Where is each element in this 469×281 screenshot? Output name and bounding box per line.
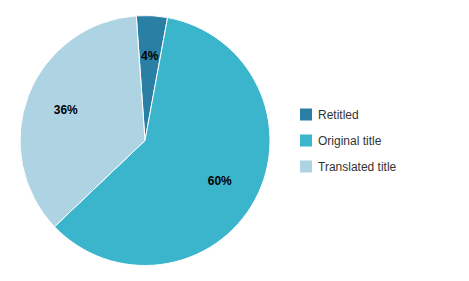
legend-label: Translated title xyxy=(318,160,397,174)
legend-item: Translated title xyxy=(300,160,397,174)
data-label: 36% xyxy=(54,103,78,117)
chart-svg: 4% 60% 36% Retitled Original title Translated… xyxy=(0,0,469,281)
legend-swatch xyxy=(300,161,312,173)
legend-item: Original title xyxy=(300,134,382,148)
data-label: 60% xyxy=(208,174,232,188)
legend-item: Retitled xyxy=(300,108,359,122)
legend-swatch xyxy=(300,109,312,121)
pie-slice xyxy=(20,16,145,227)
legend-label: Original title xyxy=(318,134,382,148)
legend-swatch xyxy=(300,135,312,147)
data-label: 4% xyxy=(141,49,159,63)
legend: Retitled Original title Translated title xyxy=(300,108,397,174)
data-labels: 4% 60% 36% xyxy=(54,49,232,188)
pie xyxy=(20,15,270,265)
legend-label: Retitled xyxy=(318,108,359,122)
